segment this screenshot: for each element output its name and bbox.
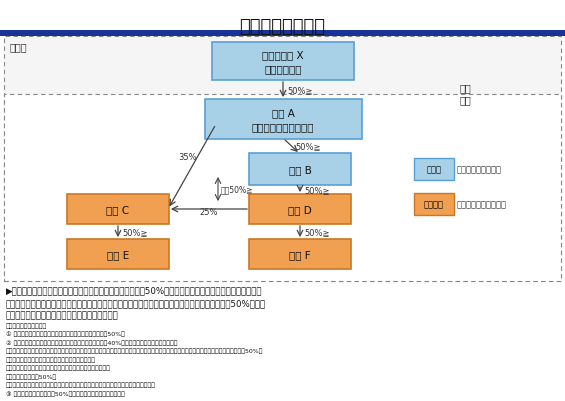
Text: （例）: （例）	[10, 42, 28, 52]
FancyBboxPatch shape	[414, 194, 454, 215]
Text: 50%≧: 50%≧	[122, 227, 147, 237]
Text: ブルー: ブルー	[427, 165, 441, 174]
Text: 合算50%≧: 合算50%≧	[221, 185, 254, 194]
Text: ニ　融資額の割合50%超: ニ 融資額の割合50%超	[6, 373, 57, 379]
Text: ▶　現行制度では、非居住者である個人又は外国法人に直接50%以上保有されている日本の会社とその子会
　　社までが外国投資家となるが、改正後は、当該日本の会社又は: ▶ 現行制度では、非居住者である個人又は外国法人に直接50%以上保有されている日…	[6, 285, 266, 320]
Text: 会社 C: 会社 C	[106, 205, 129, 215]
FancyBboxPatch shape	[249, 239, 351, 269]
Text: ロ　取締役会等の構成員の過半数が自己の役職員等: ロ 取締役会等の構成員の過半数が自己の役職員等	[6, 356, 96, 362]
Text: ② 自己（子会社等を含む）の計算による議決権の所有割合40%以上、かつ下記のいずれかに該当: ② 自己（子会社等を含む）の計算による議決権の所有割合40%以上、かつ下記のいず…	[6, 339, 177, 345]
Text: 50%≧: 50%≧	[304, 186, 329, 194]
Text: ① 自己（子会社等を含む）の計算による議決権の所有割合50%超: ① 自己（子会社等を含む）の計算による議決権の所有割合50%超	[6, 331, 125, 336]
FancyBboxPatch shape	[4, 37, 561, 281]
Text: 外国投資家 X
（非居住者）: 外国投資家 X （非居住者）	[262, 50, 304, 74]
Text: 会社 D: 会社 D	[288, 205, 312, 215]
FancyBboxPatch shape	[67, 239, 169, 269]
Text: 会社 B: 会社 B	[289, 164, 311, 174]
Text: 50%≧: 50%≧	[287, 86, 312, 95]
Text: ：現行の外国投資家: ：現行の外国投資家	[457, 165, 502, 174]
FancyBboxPatch shape	[205, 100, 362, 140]
Text: 50%≧: 50%≧	[295, 142, 321, 151]
Text: 50%≧: 50%≧	[304, 227, 329, 237]
Text: 外国: 外国	[460, 83, 472, 93]
Text: イ　自己所有等議決権数割合（自己の計算による所有分、緊密な関係者の所有分、同一内容の議決権行使に同意している者の所有分の合計）50%超: イ 自己所有等議決権数割合（自己の計算による所有分、緊密な関係者の所有分、同一内…	[6, 348, 263, 353]
FancyBboxPatch shape	[67, 194, 169, 225]
FancyBboxPatch shape	[249, 154, 351, 186]
Text: 〈会社法の子会社定義〉: 〈会社法の子会社定義〉	[6, 322, 47, 328]
Text: 日本: 日本	[460, 95, 472, 105]
Text: ③ 自己所有等議決権数割合50%超で上記ロ～ホのいずれかに該当: ③ 自己所有等議決権数割合50%超で上記ロ～ホのいずれかに該当	[6, 390, 125, 396]
FancyBboxPatch shape	[212, 43, 354, 81]
Text: ハ　重要な財務・事業の方針の決定を支配する契約等が存在: ハ 重要な財務・事業の方針の決定を支配する契約等が存在	[6, 365, 111, 370]
Text: 35%: 35%	[178, 153, 197, 162]
FancyBboxPatch shape	[249, 194, 351, 225]
Bar	[0, 31, 565, 37]
FancyBboxPatch shape	[414, 159, 454, 180]
Text: 会社 A
（居住者外国投資家）: 会社 A （居住者外国投資家）	[252, 108, 314, 132]
Text: オレンジ: オレンジ	[424, 200, 444, 209]
Text: 25%: 25%	[200, 207, 218, 217]
Text: ホ　その他重要な財務・事業の方針の決定を支配していることが推測される事業の存在: ホ その他重要な財務・事業の方針の決定を支配していることが推測される事業の存在	[6, 381, 156, 387]
FancyBboxPatch shape	[4, 95, 561, 281]
Text: 会社 E: 会社 E	[107, 249, 129, 259]
Text: ：改正後の外国投資家: ：改正後の外国投資家	[457, 200, 507, 209]
Text: 会社 F: 会社 F	[289, 249, 311, 259]
Text: 外国投資家の範囲: 外国投資家の範囲	[240, 18, 325, 36]
